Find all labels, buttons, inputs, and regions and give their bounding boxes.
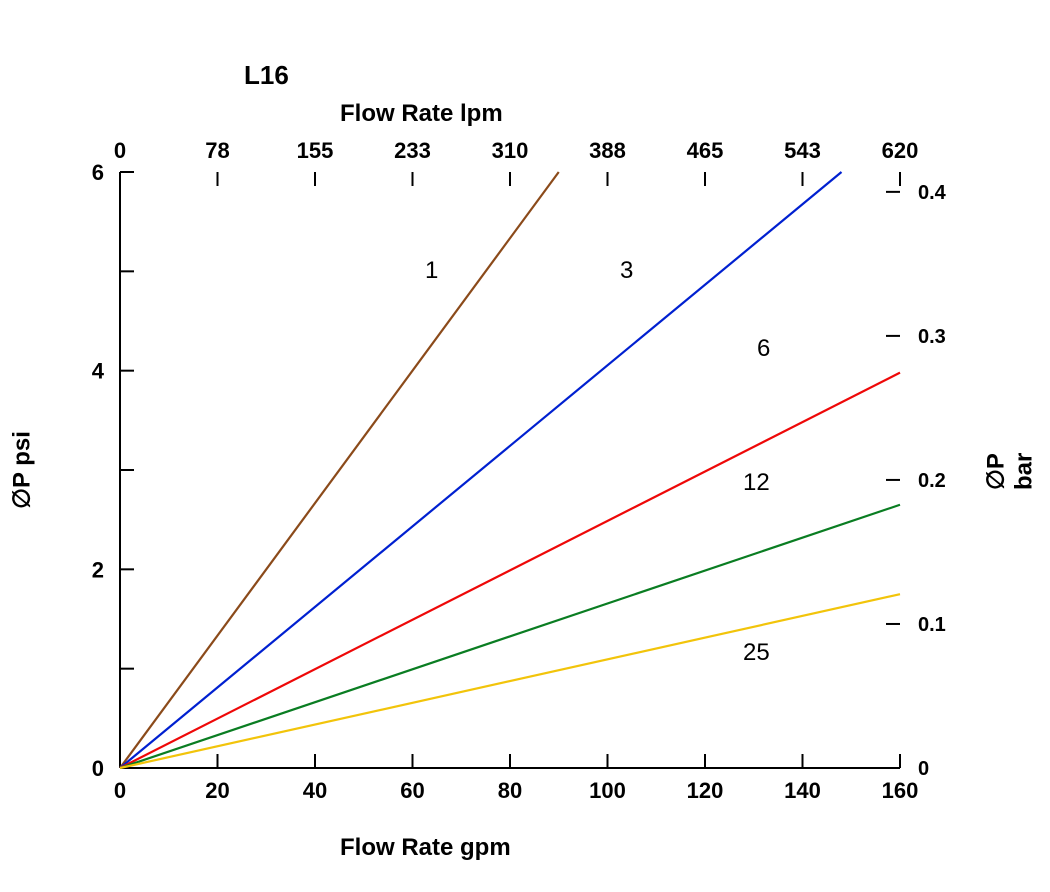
x-bottom-tick-label: 120	[687, 778, 724, 803]
x-top-tick-label: 388	[589, 138, 626, 163]
series-line	[120, 172, 842, 768]
x-bottom-tick-label: 20	[205, 778, 229, 803]
x-top-tick-label: 543	[784, 138, 821, 163]
x-top-tick-label: 0	[114, 138, 126, 163]
series-line	[120, 172, 559, 768]
y-left-tick-label: 0	[92, 756, 104, 781]
x-bottom-tick-label: 80	[498, 778, 522, 803]
x-top-tick-label: 155	[297, 138, 334, 163]
series-line	[120, 594, 900, 768]
x-bottom-tick-label: 160	[882, 778, 919, 803]
series-label: 3	[620, 257, 633, 284]
y-left-tick-label: 2	[92, 557, 104, 582]
series-line	[120, 373, 900, 768]
y-left-tick-label: 4	[92, 359, 105, 384]
series-line	[120, 505, 900, 768]
y-right-tick-label: 0	[918, 758, 929, 780]
x-top-tick-label: 78	[205, 138, 229, 163]
x-top-tick-label: 465	[687, 138, 724, 163]
x-bottom-tick-label: 40	[303, 778, 327, 803]
x-bottom-tick-label: 140	[784, 778, 821, 803]
x-bottom-tick-label: 100	[589, 778, 626, 803]
y-left-tick-label: 6	[92, 160, 104, 185]
y-right-tick-label: 0.1	[918, 614, 946, 636]
y-right-tick-label: 0.3	[918, 326, 946, 348]
series-label: 1	[425, 257, 438, 284]
x-bottom-tick-label: 60	[400, 778, 424, 803]
x-top-tick-label: 620	[882, 138, 919, 163]
x-top-tick-label: 233	[394, 138, 431, 163]
series-label: 25	[743, 639, 770, 666]
chart-canvas: 0204060801001201401600781552333103884655…	[0, 0, 1050, 892]
y-right-tick-label: 0.4	[918, 182, 947, 204]
x-top-tick-label: 310	[492, 138, 529, 163]
x-bottom-tick-label: 0	[114, 778, 126, 803]
y-right-tick-label: 0.2	[918, 470, 946, 492]
series-label: 12	[743, 469, 770, 496]
series-label: 6	[757, 335, 770, 362]
